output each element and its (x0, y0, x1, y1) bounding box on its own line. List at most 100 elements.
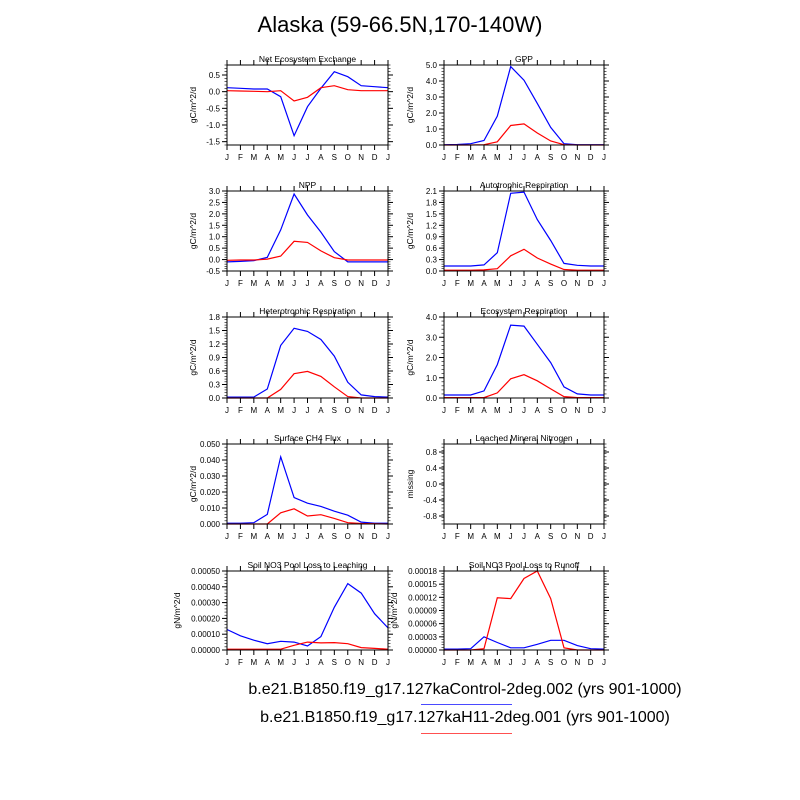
x-tick-label: N (574, 532, 580, 541)
y-tick-label: 0.0 (209, 88, 221, 97)
x-tick-label: N (574, 406, 580, 415)
series-line-h11 (227, 641, 389, 650)
y-tick-label: 0.4 (426, 464, 438, 473)
x-tick-label: J (306, 406, 310, 415)
x-tick-label: M (494, 406, 501, 415)
x-tick-label: J (442, 658, 446, 667)
x-tick-label: M (277, 279, 284, 288)
panel-title: Heterotrophic Respiration (259, 306, 356, 316)
x-tick-label: J (225, 153, 229, 162)
series-line-control (444, 191, 604, 267)
x-tick-label: F (455, 406, 460, 415)
x-tick-label: J (509, 153, 513, 162)
series-line-control (226, 70, 389, 138)
x-tick-label: S (548, 406, 553, 415)
y-tick-label: 0.00030 (191, 599, 220, 608)
y-tick-label: 1.5 (426, 210, 438, 219)
y-tick-label: 0.6 (209, 367, 221, 376)
x-tick-label: D (588, 153, 594, 162)
y-tick-label: 0.0 (209, 256, 221, 265)
x-tick-label: N (358, 153, 364, 162)
legend-line-control (421, 704, 512, 705)
x-tick-label: D (372, 406, 378, 415)
panel-title: Net Ecosystem Exchange (259, 54, 357, 64)
x-tick-label: J (522, 658, 526, 667)
y-tick-label: 1.2 (209, 340, 221, 349)
x-tick-label: A (481, 532, 487, 541)
x-tick-label: D (588, 279, 594, 288)
x-tick-label: J (442, 406, 446, 415)
y-tick-label: 0.00018 (408, 567, 437, 576)
y-tick-label: -0.8 (423, 512, 437, 521)
x-tick-label: D (588, 406, 594, 415)
x-tick-label: F (455, 658, 460, 667)
y-tick-label: 1.2 (426, 221, 438, 230)
x-tick-label: J (386, 532, 390, 541)
y-axis-label: gC/m^2/d (188, 339, 198, 375)
y-tick-label: 0.040 (200, 456, 221, 465)
x-tick-label: J (292, 406, 296, 415)
y-tick-label: 1.0 (209, 233, 221, 242)
plot-frame (226, 443, 389, 525)
x-tick-label: J (386, 153, 390, 162)
x-tick-label: S (332, 658, 337, 667)
y-tick-label: -0.5 (206, 104, 220, 113)
x-tick-label: F (455, 279, 460, 288)
y-tick-label: -0.5 (206, 267, 220, 276)
x-tick-label: D (372, 279, 378, 288)
x-tick-label: J (522, 532, 526, 541)
x-tick-label: M (250, 279, 257, 288)
plot-frame (226, 316, 389, 399)
x-tick-label: M (277, 153, 284, 162)
plot-frame (226, 64, 389, 146)
x-tick-label: A (265, 658, 271, 667)
plot-frame (443, 570, 605, 651)
plot-frame (443, 190, 605, 272)
y-tick-label: 0.030 (200, 472, 221, 481)
y-tick-label: 0.0 (426, 480, 438, 489)
x-tick-label: J (306, 658, 310, 667)
series-line-control (227, 327, 389, 398)
x-tick-label: S (332, 279, 337, 288)
x-tick-label: N (358, 658, 364, 667)
x-tick-label: J (292, 532, 296, 541)
x-tick-label: O (345, 532, 351, 541)
y-tick-label: 0.9 (426, 233, 438, 242)
series-line-control (227, 454, 388, 524)
x-tick-label: J (522, 279, 526, 288)
legend-line-h11 (421, 733, 512, 734)
x-tick-label: A (535, 406, 541, 415)
figure-title: Alaska (59-66.5N,170-140W) (257, 12, 543, 37)
y-tick-label: 1.8 (426, 198, 438, 207)
y-tick-label: 1.0 (426, 125, 438, 134)
x-tick-label: S (332, 532, 337, 541)
x-tick-label: O (345, 406, 351, 415)
x-tick-label: J (602, 406, 606, 415)
plot-frame (443, 316, 605, 399)
x-tick-label: A (535, 658, 541, 667)
y-tick-label: 2.1 (426, 187, 438, 196)
x-tick-label: M (467, 153, 474, 162)
x-tick-label: J (306, 532, 310, 541)
panel-title: Leached Mineral Nitrogen (475, 433, 573, 443)
y-tick-label: 0.9 (209, 354, 221, 363)
x-tick-label: J (386, 279, 390, 288)
x-tick-label: M (494, 658, 501, 667)
y-tick-label: 0.00015 (408, 580, 437, 589)
y-tick-label: 0.00003 (408, 633, 437, 642)
y-tick-label: 0.00006 (408, 620, 437, 629)
x-tick-label: A (265, 532, 271, 541)
y-tick-label: 0.3 (209, 381, 221, 390)
x-tick-label: J (602, 658, 606, 667)
legend-label-control: b.e21.B1850.f19_g17.127kaControl-2deg.00… (248, 681, 682, 698)
x-tick-label: M (277, 658, 284, 667)
x-tick-label: A (318, 279, 324, 288)
x-tick-label: J (306, 279, 310, 288)
legend-label-h11: b.e21.B1850.f19_g17.127kaH11-2deg.001 (y… (260, 709, 670, 726)
y-axis-label: gC/m^2/d (405, 339, 415, 375)
x-tick-label: O (561, 406, 567, 415)
y-tick-label: 0.00000 (408, 646, 437, 655)
x-tick-label: N (358, 279, 364, 288)
y-axis-label: gC/m^2/d (188, 466, 198, 502)
